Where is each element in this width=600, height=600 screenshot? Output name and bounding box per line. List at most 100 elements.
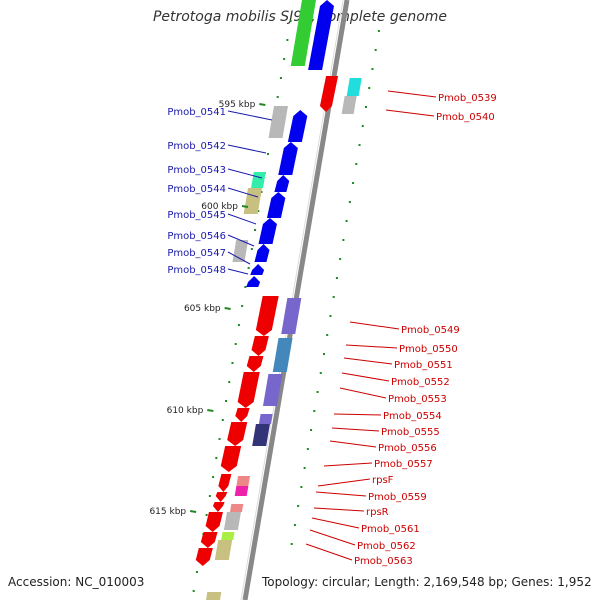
label-layer: 595 kbp 600 kbp 605 kbp 610 kbp 615 kbp Pmob_… [149, 93, 496, 567]
scale-tick [250, 248, 253, 250]
scale-tick [361, 125, 364, 127]
scale-tick [352, 182, 355, 184]
right-gene-label: Pmob_0554 [383, 411, 442, 422]
left-gene-label: Pmob_0544 [167, 184, 226, 195]
scale-tick [322, 353, 325, 355]
scale-tick [215, 457, 218, 459]
right-gene-label: Pmob_0539 [438, 93, 497, 104]
label-leader [339, 387, 387, 399]
minus-strand-gene [220, 446, 242, 472]
plus-strand-gene [246, 276, 261, 287]
cog-box [290, 0, 316, 66]
right-gene-label: Pmob_0555 [381, 427, 440, 438]
minus-strand-gene [251, 336, 269, 356]
scale-tick [326, 334, 329, 336]
scale-tick [257, 210, 260, 212]
plus-strand-gene [258, 218, 277, 244]
scale-tick [247, 267, 250, 269]
right-gene-label: Pmob_0557 [374, 459, 433, 470]
scale-tick [289, 20, 292, 22]
scale-tick [225, 400, 227, 402]
scale-major-tick [207, 409, 214, 412]
scale-tick [303, 467, 306, 469]
minus-strand-gene [246, 356, 264, 372]
right-gene-label: rpsR [366, 507, 389, 518]
cog-box [236, 476, 251, 486]
plus-strand-gene [287, 110, 308, 142]
topology-text: Topology: circular; Length: 2,169,548 bp… [262, 575, 592, 589]
scale-tick [345, 220, 348, 222]
scale-tick [237, 324, 240, 326]
plus-strand-gene [278, 142, 298, 175]
right-gene-label: Pmob_0563 [354, 556, 413, 567]
scale-label: 615 kbp [149, 507, 186, 517]
plus-strand-gene [250, 264, 265, 275]
cog-box [234, 486, 249, 496]
cog-box [229, 504, 244, 512]
label-leader [227, 234, 255, 247]
scale-tick [332, 296, 335, 298]
label-leader [387, 90, 437, 98]
scale-tick [205, 514, 208, 516]
minus-strand-gene [218, 474, 232, 492]
scale-tick [195, 571, 198, 573]
right-gene-label: Pmob_0562 [357, 541, 416, 552]
plus-strand-gene [266, 192, 286, 218]
scale-tick [297, 505, 300, 507]
minus-strand-gene [200, 532, 218, 548]
scale-tick [306, 448, 309, 450]
scale-tick [300, 486, 303, 488]
plus-strand-gene [308, 0, 334, 70]
left-gene-label: Pmob_0543 [167, 165, 226, 176]
cog-box [272, 338, 293, 372]
scale-tick [374, 49, 377, 51]
cog-box [214, 540, 233, 560]
scale-tick [244, 286, 247, 288]
cog-layer [206, 0, 362, 600]
cog-box [281, 298, 302, 334]
scale-tick [313, 410, 316, 412]
scale-tick [355, 163, 358, 165]
scale-tick [212, 476, 215, 478]
right-gene-label: rpsF [372, 475, 394, 486]
left-gene-label: Pmob_0547 [167, 248, 226, 259]
scale-tick [260, 191, 263, 193]
cog-box [251, 172, 266, 188]
scale-tick [241, 305, 244, 307]
minus-strand-gene [235, 408, 250, 422]
label-leader [311, 517, 360, 529]
left-gene-label: Pmob_0548 [167, 265, 226, 276]
label-leader [305, 543, 353, 561]
scale-tick [348, 201, 351, 203]
label-leader [333, 413, 382, 416]
scale-tick [364, 106, 367, 108]
scale-tick [266, 153, 269, 155]
scale-tick [221, 419, 224, 421]
left-gene-label: Pmob_0546 [167, 231, 226, 242]
scale-tick [218, 438, 221, 440]
scale-tick [283, 58, 286, 60]
right-gene-label: Pmob_0552 [391, 377, 450, 388]
scale-major-tick [241, 205, 249, 208]
cog-box [268, 106, 288, 138]
cog-box [221, 532, 235, 540]
label-leader [349, 321, 400, 330]
label-leader [227, 268, 249, 275]
label-leader [227, 213, 257, 225]
label-leader [329, 440, 377, 448]
right-gene-label: Pmob_0549 [401, 325, 460, 336]
cog-box [346, 78, 362, 96]
right-gene-label: Pmob_0553 [388, 394, 447, 405]
label-leader [313, 507, 365, 512]
left-gene-label: Pmob_0545 [167, 210, 226, 221]
minus-strand-gene [227, 422, 248, 446]
scale-label: 610 kbp [167, 406, 204, 416]
scale-tick [358, 144, 361, 146]
label-leader [227, 251, 251, 265]
cog-box [341, 96, 357, 114]
scale-tick [335, 277, 338, 279]
gene-layer [195, 0, 339, 566]
left-gene-label: Pmob_0542 [167, 141, 226, 152]
